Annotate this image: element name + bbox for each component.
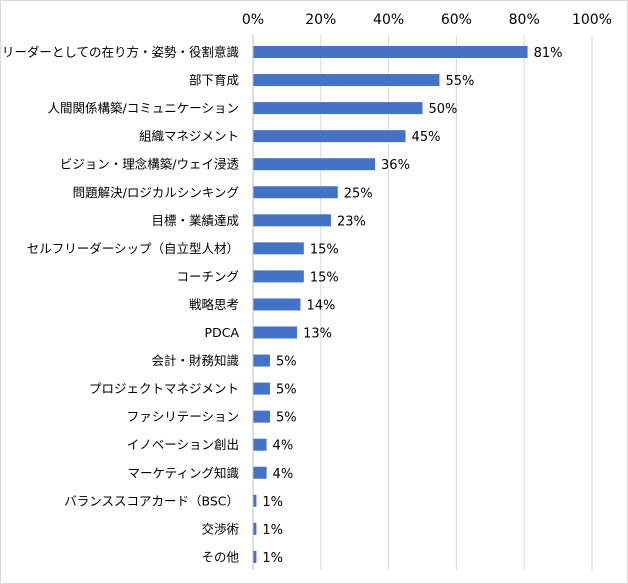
value-label: 81% (534, 46, 563, 61)
category-labels: リーダーとしての在り方・姿勢・役割意識部下育成人間関係構築/コミュニケーション組… (2, 45, 240, 565)
bar (253, 298, 301, 311)
bar (253, 186, 338, 199)
value-label: 13% (303, 327, 332, 342)
category-label: 戦略思考 (189, 297, 239, 312)
value-label: 5% (276, 383, 297, 398)
bar (253, 550, 257, 563)
bars (253, 46, 528, 563)
category-label: イノベーション創出 (127, 437, 239, 452)
value-label: 55% (445, 74, 474, 89)
bar (253, 466, 267, 479)
category-label: 問題解決/ロジカルシンキング (73, 185, 239, 200)
category-label: 会計・財務知識 (151, 353, 239, 368)
bar (253, 74, 440, 87)
value-label: 1% (262, 551, 283, 566)
x-tick-label: 80% (509, 12, 540, 28)
value-label: 14% (306, 298, 335, 313)
x-axis-ticks: 0% 20% 40% 60% 80% 100% (242, 12, 612, 28)
bar (253, 438, 267, 451)
x-tick-label: 40% (373, 12, 404, 28)
value-label: 25% (344, 186, 373, 201)
value-label: 15% (310, 242, 339, 257)
value-label: 1% (262, 523, 283, 538)
bar (253, 102, 423, 115)
value-label: 15% (310, 270, 339, 285)
category-label: マーケティング知識 (127, 465, 239, 480)
bar (253, 130, 406, 143)
value-label: 5% (276, 411, 297, 426)
bar (253, 158, 376, 171)
category-label: プロジェクトマネジメント (89, 381, 239, 396)
x-tick-label: 0% (242, 12, 264, 28)
bar (253, 242, 304, 255)
bar (253, 326, 298, 339)
bar (253, 522, 257, 535)
category-label: バランススコアカード（BSC） (64, 493, 239, 508)
value-label: 1% (262, 495, 283, 510)
bar (253, 270, 304, 283)
value-label: 45% (412, 130, 441, 145)
x-tick-label: 60% (441, 12, 472, 28)
category-label: リーダーとしての在り方・姿勢・役割意識 (2, 45, 239, 60)
bar (253, 354, 270, 367)
category-label: コーチング (176, 269, 239, 284)
category-label: 人間関係構築/コミュニケーション (48, 101, 239, 116)
value-label: 23% (337, 214, 366, 229)
bar (253, 214, 331, 227)
value-label: 4% (273, 467, 294, 482)
value-label: 50% (429, 102, 458, 117)
category-label: 交渉術 (201, 521, 239, 536)
bar (253, 494, 257, 507)
category-label: ファシリテーション (127, 409, 239, 424)
bar (253, 46, 528, 58)
category-label: PDCA (205, 325, 240, 340)
value-labels: 81% 55% 50% 45%36% 25% 23% 15% 15% 14% 13% 5% 5% 5% 4… (262, 46, 562, 566)
category-label: 組織マネジメント (139, 129, 239, 144)
x-tick-label: 100% (572, 12, 612, 28)
category-label: その他 (201, 549, 239, 564)
category-label: ビジョン・理念構築/ウェイ浸透 (60, 157, 240, 172)
bar (253, 410, 270, 423)
bar (253, 382, 270, 395)
category-label: セルフリーダーシップ（自立型人材） (27, 241, 239, 256)
category-label: 部下育成 (189, 73, 239, 88)
value-label: 5% (276, 355, 297, 370)
gridlines (320, 35, 593, 570)
x-tick-label: 20% (305, 12, 336, 28)
value-label: 4% (273, 439, 294, 454)
category-label: 目標・業績達成 (151, 213, 239, 228)
value-label: 36% (381, 158, 410, 173)
